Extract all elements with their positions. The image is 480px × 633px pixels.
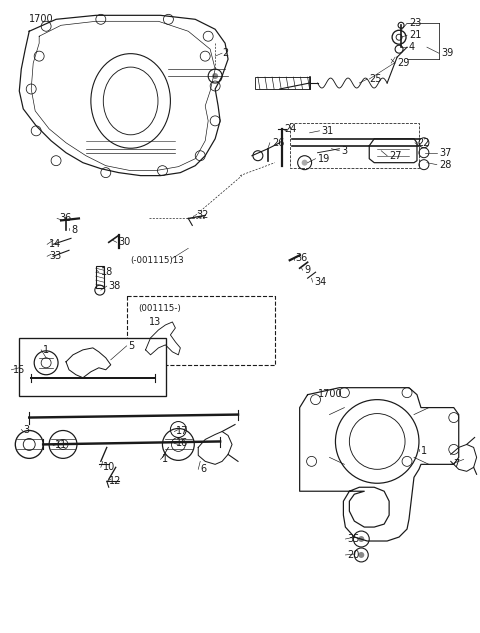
Text: 37: 37	[439, 147, 451, 158]
Text: 24: 24	[285, 124, 297, 134]
Text: 4: 4	[409, 42, 415, 52]
Text: 36: 36	[296, 253, 308, 263]
Text: 18: 18	[101, 267, 113, 277]
Text: 27: 27	[389, 151, 402, 161]
Text: (-001115)13: (-001115)13	[131, 256, 184, 265]
Text: 19: 19	[318, 154, 330, 164]
Text: 1700: 1700	[318, 389, 342, 399]
Text: 3: 3	[341, 146, 348, 156]
Bar	[255, 77, 310, 89]
Text: 1: 1	[162, 454, 168, 465]
Text: 30: 30	[119, 237, 131, 248]
Text: 35: 35	[348, 534, 360, 544]
FancyBboxPatch shape	[127, 296, 275, 365]
Text: 1: 1	[421, 446, 427, 456]
Text: 32: 32	[196, 210, 209, 220]
Circle shape	[358, 552, 364, 558]
Text: 7: 7	[453, 460, 459, 469]
Text: 10: 10	[103, 462, 115, 472]
Text: (001115-): (001115-)	[139, 304, 181, 313]
Bar	[96, 266, 104, 288]
Text: 3: 3	[23, 425, 29, 434]
Text: 33: 33	[49, 251, 61, 261]
Text: 15: 15	[13, 365, 26, 375]
Text: 23: 23	[409, 18, 421, 28]
Text: 36: 36	[59, 213, 72, 223]
Text: 29: 29	[397, 58, 409, 68]
Text: 25: 25	[369, 74, 382, 84]
Bar	[19, 338, 167, 396]
Circle shape	[212, 73, 218, 79]
Text: 12: 12	[109, 476, 121, 486]
Text: 13: 13	[148, 317, 161, 327]
Text: 31: 31	[322, 126, 334, 136]
Text: 28: 28	[439, 160, 451, 170]
Text: 16: 16	[176, 439, 189, 448]
Circle shape	[301, 160, 308, 166]
Text: 20: 20	[348, 550, 360, 560]
Text: 2: 2	[222, 48, 228, 58]
Text: 6: 6	[200, 465, 206, 474]
Text: 17: 17	[176, 427, 189, 437]
Text: 11: 11	[55, 441, 67, 451]
Text: 39: 39	[441, 48, 453, 58]
Text: 21: 21	[409, 30, 421, 41]
Text: 22: 22	[417, 138, 430, 147]
Circle shape	[358, 536, 364, 542]
Text: 8: 8	[71, 225, 77, 235]
Text: 26: 26	[272, 138, 284, 147]
Text: 1: 1	[43, 345, 49, 355]
Text: 5: 5	[129, 341, 135, 351]
Text: 1700: 1700	[29, 15, 54, 24]
Bar	[290, 123, 419, 168]
Text: 9: 9	[305, 265, 311, 275]
Text: 14: 14	[49, 239, 61, 249]
Text: 34: 34	[314, 277, 327, 287]
Text: 38: 38	[109, 281, 121, 291]
